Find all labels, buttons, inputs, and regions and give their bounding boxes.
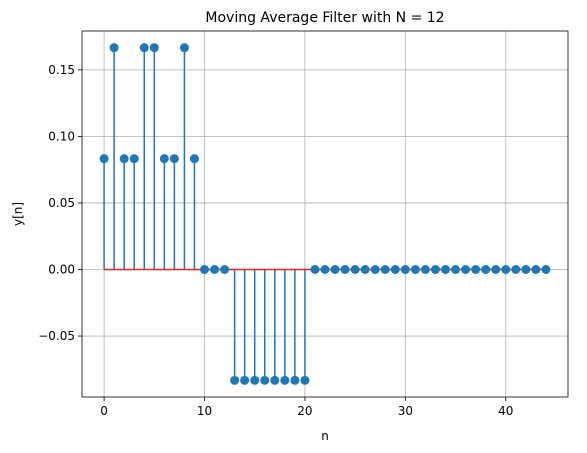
stem-marker (531, 264, 541, 274)
stem-marker (99, 154, 109, 164)
stem-marker (189, 154, 199, 164)
stem-marker (230, 375, 240, 385)
stem-marker (300, 375, 310, 385)
stem-marker (440, 264, 450, 274)
stem-marker (280, 375, 290, 385)
x-tick-label: 20 (297, 404, 312, 418)
stem-marker (420, 264, 430, 274)
y-axis-label: y[n] (11, 202, 25, 226)
y-tick-label: −0.05 (38, 329, 75, 343)
stem-marker (400, 264, 410, 274)
stem-marker (270, 375, 280, 385)
stem-marker (139, 43, 149, 53)
plot-frame (81, 30, 569, 398)
stem-marker (340, 264, 350, 274)
stem-marker (250, 375, 260, 385)
stem-markers (99, 43, 551, 385)
stem-marker (350, 264, 360, 274)
stem-marker (240, 375, 250, 385)
stem-marker (109, 43, 119, 53)
stem-marker (169, 154, 179, 164)
stem-marker (380, 264, 390, 274)
stem-marker (491, 264, 501, 274)
x-tick-label: 30 (398, 404, 413, 418)
stem-marker (481, 264, 491, 274)
y-tick-label: 0.15 (48, 63, 75, 77)
x-tick-label: 10 (197, 404, 212, 418)
stem-marker (461, 264, 471, 274)
y-tick-label: 0.00 (48, 262, 75, 276)
stem-marker (210, 264, 220, 274)
stem-lines (103, 47, 306, 381)
stem-marker (501, 264, 511, 274)
stem-marker (541, 264, 551, 274)
stem-marker (360, 264, 370, 274)
x-tick-label: 0 (100, 404, 108, 418)
stem-marker (410, 264, 420, 274)
chart-title: Moving Average Filter with N = 12 (205, 10, 444, 26)
stem-marker (290, 375, 300, 385)
stem-marker (451, 264, 461, 274)
x-tick-label: 40 (498, 404, 513, 418)
stem-marker (129, 154, 139, 164)
stem-marker (220, 264, 230, 274)
stem-marker (310, 264, 320, 274)
stem-marker (119, 154, 129, 164)
stem-marker (330, 264, 340, 274)
stem-marker (260, 375, 270, 385)
stem-marker (179, 43, 189, 53)
y-tick-label: 0.05 (48, 196, 75, 210)
y-tick-label: 0.10 (48, 129, 75, 143)
stem-marker (159, 154, 169, 164)
stem-marker (521, 264, 531, 274)
stem-marker (511, 264, 521, 274)
stem-marker (390, 264, 400, 274)
stem-marker (200, 264, 210, 274)
stem-marker (320, 264, 330, 274)
stem-marker (471, 264, 481, 274)
stem-marker (149, 43, 159, 53)
stem-marker (370, 264, 380, 274)
axis-ticks: 0 10 20 30 40 −0.05 0.00 0.05 0.10 0.15 (38, 63, 513, 418)
x-axis-label: n (321, 429, 329, 443)
stem-marker (430, 264, 440, 274)
